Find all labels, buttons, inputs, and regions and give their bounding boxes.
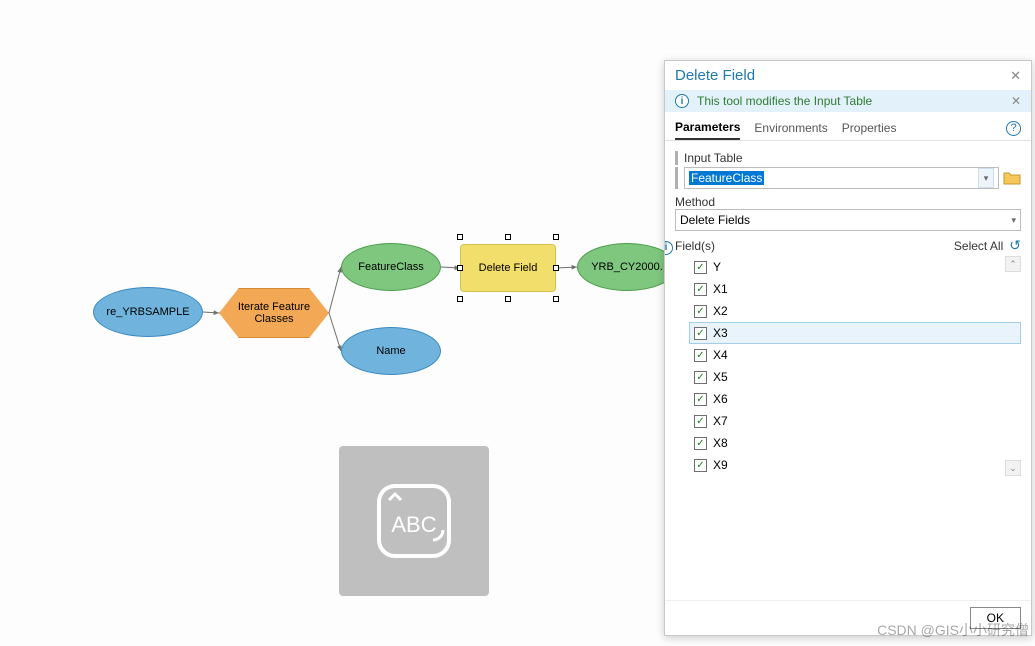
info-icon: i — [675, 94, 689, 108]
watermark: CSDN @GIS小小研究僧 — [877, 620, 1029, 640]
node-label: Delete Field — [479, 262, 538, 274]
input-table-value: FeatureClass — [689, 171, 764, 185]
checkbox[interactable]: ✓ — [694, 415, 707, 428]
method-select[interactable]: Delete Fields ▾ — [675, 209, 1021, 231]
method-label: Method — [675, 195, 1021, 209]
field-item[interactable]: ✓Y — [689, 256, 1021, 278]
field-name: X3 — [713, 326, 728, 340]
checkbox[interactable]: ✓ — [694, 283, 707, 296]
field-name: X4 — [713, 348, 728, 362]
field-item[interactable]: ✓ X8 — [689, 432, 1021, 454]
info-close-icon[interactable]: ✕ — [1011, 94, 1021, 108]
field-item[interactable]: ✓ X2 — [689, 300, 1021, 322]
selection-handle[interactable] — [457, 296, 463, 302]
field-name: X6 — [713, 392, 728, 406]
delete-field-dialog: Delete Field ✕ i This tool modifies the … — [664, 60, 1032, 636]
node-label: Name — [376, 345, 405, 357]
svg-text:ABC: ABC — [391, 512, 436, 537]
field-item[interactable]: ✓ X1 — [689, 278, 1021, 300]
field-name: Y — [713, 260, 721, 274]
method-value: Delete Fields — [680, 213, 750, 227]
selection-handle[interactable] — [553, 234, 559, 240]
abc-icon: ABC — [369, 476, 459, 566]
tab-properties[interactable]: Properties — [842, 117, 897, 139]
field-name: X9 — [713, 458, 728, 472]
field-item[interactable]: ✓ X9 — [689, 454, 1021, 476]
selection-handle[interactable] — [553, 296, 559, 302]
node-label: FeatureClass — [358, 261, 423, 273]
node-label: Iterate Feature Classes — [226, 301, 322, 325]
tab-environments[interactable]: Environments — [754, 117, 827, 139]
fields-label: Field(s) — [675, 239, 715, 253]
checkbox[interactable]: ✓ — [694, 327, 707, 340]
checkbox[interactable]: ✓ — [694, 393, 707, 406]
browse-folder-icon[interactable] — [1003, 170, 1021, 186]
selection-handle[interactable] — [457, 265, 463, 271]
dialog-title: Delete Field — [675, 67, 755, 84]
checkbox[interactable]: ✓ — [694, 261, 707, 274]
checkbox[interactable]: ✓ — [694, 349, 707, 362]
node-delete-field-tool[interactable]: Delete Field — [460, 244, 556, 292]
help-icon[interactable]: ? — [1006, 121, 1021, 136]
checkbox[interactable]: ✓ — [694, 437, 707, 450]
field-item[interactable]: ✓ X3 — [689, 322, 1021, 344]
info-icon: i — [665, 241, 673, 255]
checkbox[interactable]: ✓ — [694, 371, 707, 384]
field-name: X7 — [713, 414, 728, 428]
node-featureclass[interactable]: FeatureClass — [341, 243, 441, 291]
node-label: re_YRBSAMPLE — [106, 306, 189, 318]
close-icon[interactable]: ✕ — [1010, 68, 1021, 84]
scroll-down-icon[interactable]: ⌄ — [1005, 460, 1021, 476]
select-all-link[interactable]: Select All — [954, 239, 1003, 253]
field-name: X5 — [713, 370, 728, 384]
info-bar: i This tool modifies the Input Table ✕ — [665, 90, 1031, 112]
selection-handle[interactable] — [505, 234, 511, 240]
field-item[interactable]: ✓ X7 — [689, 410, 1021, 432]
field-item[interactable]: ✓ X6 — [689, 388, 1021, 410]
placeholder-image-tile: ABC — [339, 446, 489, 596]
fields-list[interactable]: ⌃ ⌄ ✓Y✓X1✓X2✓X3✓X4✓X5✓X6✓X7✓X8✓X9 — [689, 256, 1021, 476]
tab-parameters[interactable]: Parameters — [675, 116, 740, 140]
scroll-up-icon[interactable]: ⌃ — [1005, 256, 1021, 272]
field-name: X1 — [713, 282, 728, 296]
field-name: X8 — [713, 436, 728, 450]
selection-handle[interactable] — [457, 234, 463, 240]
node-label: YRB_CY2000. — [591, 261, 663, 273]
chevron-down-icon[interactable]: ▾ — [1011, 215, 1016, 226]
tabs: Parameters Environments Properties ? — [665, 112, 1031, 141]
node-iterator[interactable]: Iterate Feature Classes — [219, 288, 329, 338]
selection-handle[interactable] — [553, 265, 559, 271]
field-item[interactable]: ✓ X4 — [689, 344, 1021, 366]
field-name: X2 — [713, 304, 728, 318]
info-text: This tool modifies the Input Table — [697, 94, 872, 108]
parameters-panel: Input Table FeatureClass ▾ Method Delete… — [665, 141, 1031, 600]
input-table-combo[interactable]: FeatureClass ▾ — [684, 167, 999, 189]
node-input-data[interactable]: re_YRBSAMPLE — [93, 287, 203, 337]
reset-icon[interactable]: ↺ — [1009, 237, 1021, 254]
checkbox[interactable]: ✓ — [694, 459, 707, 472]
checkbox[interactable]: ✓ — [694, 305, 707, 318]
input-table-label: Input Table — [675, 151, 1021, 165]
chevron-down-icon[interactable]: ▾ — [978, 168, 994, 188]
node-name[interactable]: Name — [341, 327, 441, 375]
dialog-titlebar[interactable]: Delete Field ✕ — [665, 61, 1031, 90]
selection-handle[interactable] — [505, 296, 511, 302]
node-output-data[interactable]: YRB_CY2000. — [577, 243, 677, 291]
field-item[interactable]: ✓ X5 — [689, 366, 1021, 388]
